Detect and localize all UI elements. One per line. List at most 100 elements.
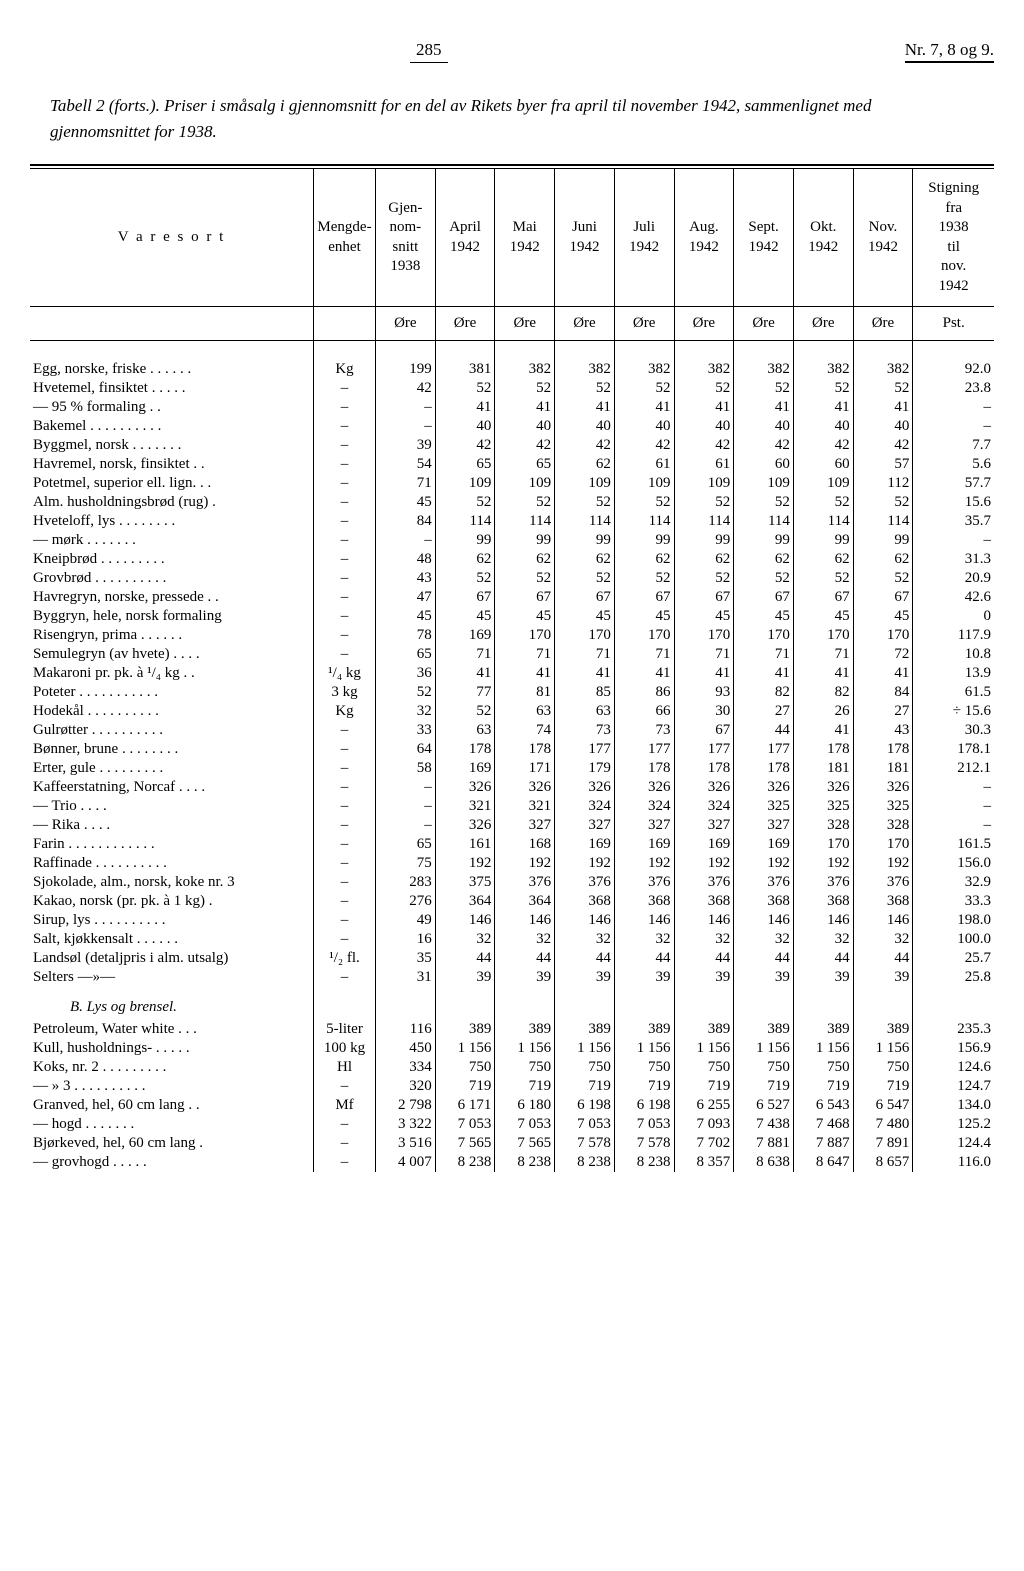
table-row: — Trio . . . .––321321324324324325325325… <box>30 797 994 816</box>
cell-value: 192 <box>853 854 913 873</box>
cell-value: 64 <box>376 740 436 759</box>
cell-value: 52 <box>495 569 555 588</box>
cell-value: 198.0 <box>913 911 994 930</box>
cell-value: – <box>913 797 994 816</box>
cell-value: – <box>376 778 436 797</box>
cell-value: 324 <box>614 797 674 816</box>
cell-value: 192 <box>495 854 555 873</box>
cell-value: 65 <box>376 835 436 854</box>
cell-value: 376 <box>555 873 615 892</box>
cell-value: 719 <box>555 1077 615 1096</box>
table-row: Bønner, brune . . . . . . . .–6417817817… <box>30 740 994 759</box>
cell-value: 8 238 <box>614 1153 674 1172</box>
item-unit: – <box>314 759 376 778</box>
cell-value: 65 <box>435 455 495 474</box>
cell-value: 321 <box>495 797 555 816</box>
cell-value: 62 <box>793 550 853 569</box>
cell-value: 212.1 <box>913 759 994 778</box>
cell-value: 65 <box>495 455 555 474</box>
cell-value: 42.6 <box>913 588 994 607</box>
item-unit: 100 kg <box>314 1039 376 1058</box>
table-row: Kaffeerstatning, Norcaf . . . .––3263263… <box>30 778 994 797</box>
cell-value: 45 <box>495 607 555 626</box>
item-unit: Mf <box>314 1096 376 1115</box>
cell-value: 170 <box>853 835 913 854</box>
cell-value: 26 <box>793 702 853 721</box>
table-row: Byggmel, norsk . . . . . . .–39424242424… <box>30 436 994 455</box>
cell-value: 41 <box>853 664 913 683</box>
cell-value: 235.3 <box>913 1020 994 1039</box>
cell-value: 114 <box>614 512 674 531</box>
cell-value: 124.4 <box>913 1134 994 1153</box>
cell-value: 171 <box>495 759 555 778</box>
item-name: Makaroni pr. pk. à ¹/₄ kg . . <box>30 664 314 683</box>
cell-value: 78 <box>376 626 436 645</box>
cell-value: 7 053 <box>435 1115 495 1134</box>
cell-value: 36 <box>376 664 436 683</box>
cell-value: 41 <box>734 398 794 417</box>
cell-value: 52 <box>495 493 555 512</box>
cell-value: 45 <box>674 607 734 626</box>
cell-value: 382 <box>495 360 555 379</box>
cell-value: 49 <box>376 911 436 930</box>
cell-value: 116 <box>376 1020 436 1039</box>
unit-row: Øre Øre Øre Øre Øre Øre Øre Øre Øre Pst. <box>30 307 994 341</box>
item-unit: – <box>314 968 376 987</box>
cell-value: 67 <box>614 588 674 607</box>
cell-value: 62 <box>853 550 913 569</box>
cell-value: 161 <box>435 835 495 854</box>
cell-value: 7 565 <box>435 1134 495 1153</box>
item-name: Kneipbrød . . . . . . . . . <box>30 550 314 569</box>
item-name: Hveteloff, lys . . . . . . . . <box>30 512 314 531</box>
cell-value: 1 156 <box>853 1039 913 1058</box>
item-name: Semulegryn (av hvete) . . . . <box>30 645 314 664</box>
cell-value: 60 <box>734 455 794 474</box>
cell-value: 52 <box>614 379 674 398</box>
table-row: Havregryn, norske, pressede . .–47676767… <box>30 588 994 607</box>
cell-value: 40 <box>614 417 674 436</box>
cell-value: 125.2 <box>913 1115 994 1134</box>
cell-value: 7 891 <box>853 1134 913 1153</box>
cell-value: 114 <box>853 512 913 531</box>
cell-value: 7 480 <box>853 1115 913 1134</box>
item-unit: – <box>314 892 376 911</box>
cell-value: 32 <box>614 930 674 949</box>
cell-value: – <box>376 417 436 436</box>
cell-value: 170 <box>793 626 853 645</box>
table-row: Kull, husholdnings- . . . . .100 kg4501 … <box>30 1039 994 1058</box>
item-name: — grovhogd . . . . . <box>30 1153 314 1172</box>
cell-value: 71 <box>734 645 794 664</box>
cell-value: 8 238 <box>555 1153 615 1172</box>
cell-value: 7 578 <box>555 1134 615 1153</box>
cell-value: 61.5 <box>913 683 994 702</box>
cell-value: 32 <box>793 930 853 949</box>
cell-value: 368 <box>853 892 913 911</box>
cell-value: 719 <box>674 1077 734 1096</box>
item-name: Koks, nr. 2 . . . . . . . . . <box>30 1058 314 1077</box>
item-unit: – <box>314 797 376 816</box>
cell-value: 99 <box>734 531 794 550</box>
table-row: Alm. husholdningsbrød (rug) .–4552525252… <box>30 493 994 512</box>
cell-value: 114 <box>555 512 615 531</box>
item-name: Kakao, norsk (pr. pk. à 1 kg) . <box>30 892 314 911</box>
cell-value: 81 <box>495 683 555 702</box>
cell-value: 7 438 <box>734 1115 794 1134</box>
item-name: — hogd . . . . . . . <box>30 1115 314 1134</box>
cell-value: 84 <box>853 683 913 702</box>
cell-value: 63 <box>495 702 555 721</box>
cell-value: 73 <box>614 721 674 740</box>
cell-value: 39 <box>376 436 436 455</box>
item-name: Byggmel, norsk . . . . . . . <box>30 436 314 455</box>
table-row: Poteter . . . . . . . . . . .3 kg5277818… <box>30 683 994 702</box>
cell-value: 327 <box>555 816 615 835</box>
item-unit: – <box>314 512 376 531</box>
cell-value: 32 <box>674 930 734 949</box>
table-row: — hogd . . . . . . .–3 3227 0537 0537 05… <box>30 1115 994 1134</box>
cell-value: 326 <box>853 778 913 797</box>
cell-value: 109 <box>555 474 615 493</box>
item-name: Bjørkeved, hel, 60 cm lang . <box>30 1134 314 1153</box>
cell-value: 40 <box>555 417 615 436</box>
cell-value: 60 <box>793 455 853 474</box>
item-unit: – <box>314 588 376 607</box>
cell-value: 169 <box>734 835 794 854</box>
